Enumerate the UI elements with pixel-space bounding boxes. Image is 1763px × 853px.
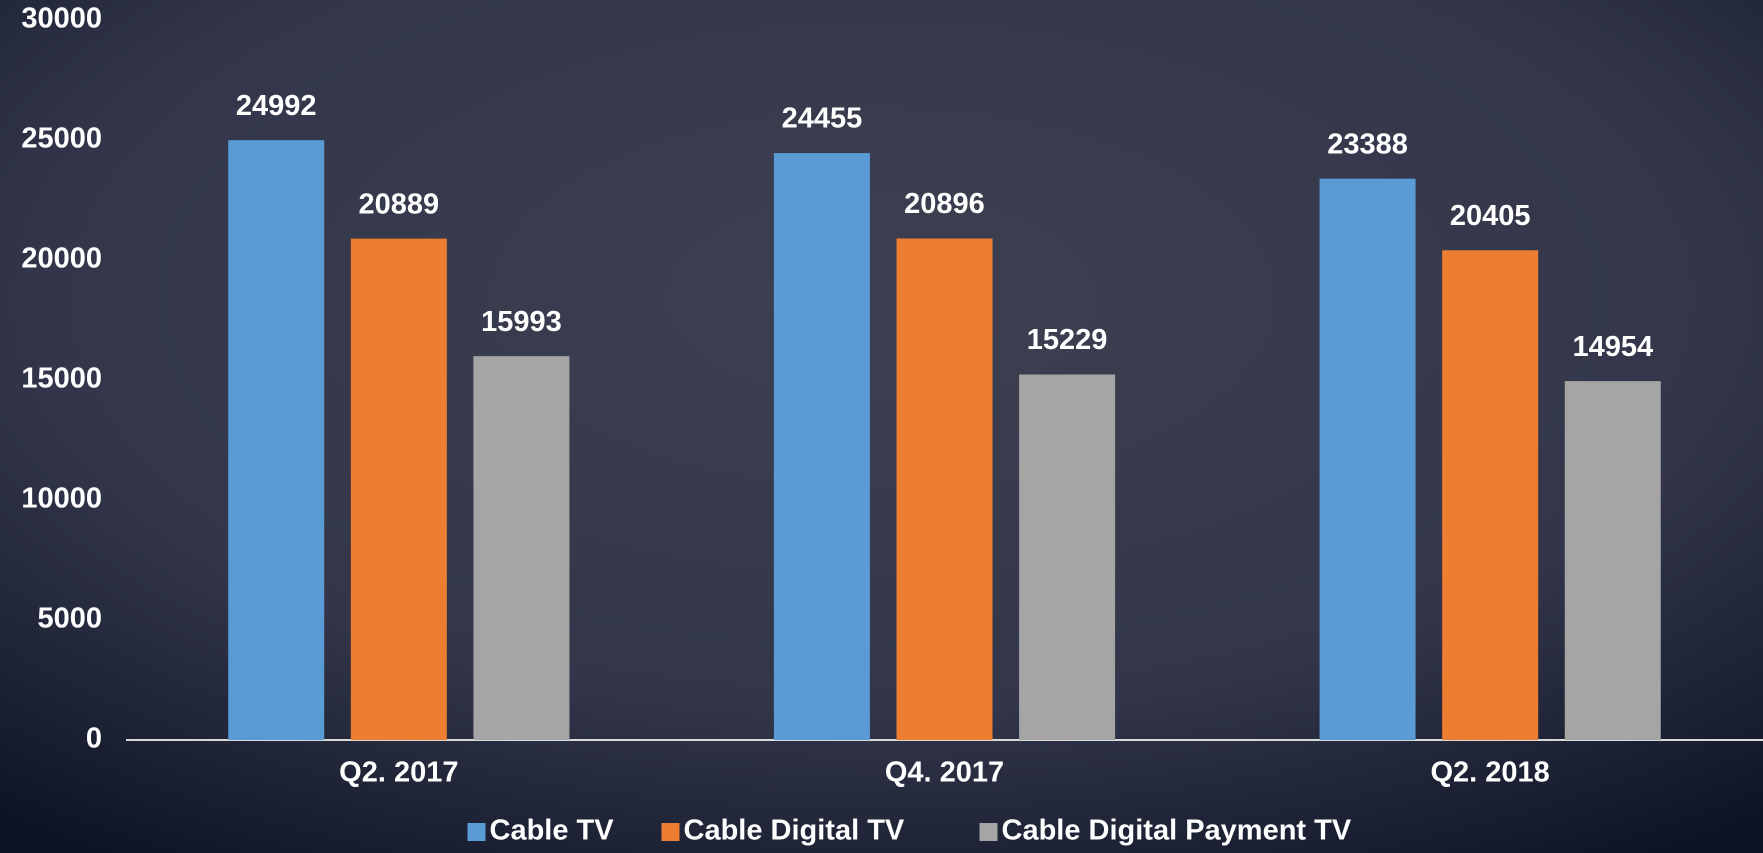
bar <box>1442 250 1539 740</box>
bar <box>896 238 993 740</box>
legend-label: Cable Digital Payment TV <box>1002 815 1352 847</box>
bar <box>1564 381 1661 740</box>
value-label: 23388 <box>1327 128 1408 160</box>
value-label: 24992 <box>236 90 317 122</box>
y-tick-label: 25000 <box>21 123 102 155</box>
value-label: 14954 <box>1572 331 1653 363</box>
bar <box>773 153 870 740</box>
y-tick-label: 0 <box>86 723 102 755</box>
y-tick-label: 10000 <box>21 483 102 515</box>
y-tick-label: 30000 <box>21 3 102 35</box>
bar <box>1319 178 1416 741</box>
x-tick-label: Q2. 2017 <box>339 757 458 789</box>
value-label: 20889 <box>359 188 440 220</box>
value-label: 15993 <box>481 306 562 338</box>
legend-swatch <box>979 823 998 841</box>
x-tick-label: Q2. 2018 <box>1431 757 1550 789</box>
bar <box>473 356 570 740</box>
legend-swatch <box>467 823 486 841</box>
legend-label: Cable TV <box>490 815 615 847</box>
value-label: 15229 <box>1027 324 1108 356</box>
x-tick-label: Q4. 2017 <box>885 757 1004 789</box>
value-label: 20896 <box>904 188 985 220</box>
value-label: 20405 <box>1450 200 1531 232</box>
y-tick-label: 15000 <box>21 363 102 395</box>
bar <box>1019 374 1116 740</box>
y-tick-label: 5000 <box>37 603 102 635</box>
legend-label: Cable Digital TV <box>684 815 905 847</box>
bar <box>350 238 447 740</box>
y-tick-label: 20000 <box>21 243 102 275</box>
legend-swatch <box>661 823 680 841</box>
bar <box>228 140 325 740</box>
value-label: 24455 <box>782 103 863 135</box>
